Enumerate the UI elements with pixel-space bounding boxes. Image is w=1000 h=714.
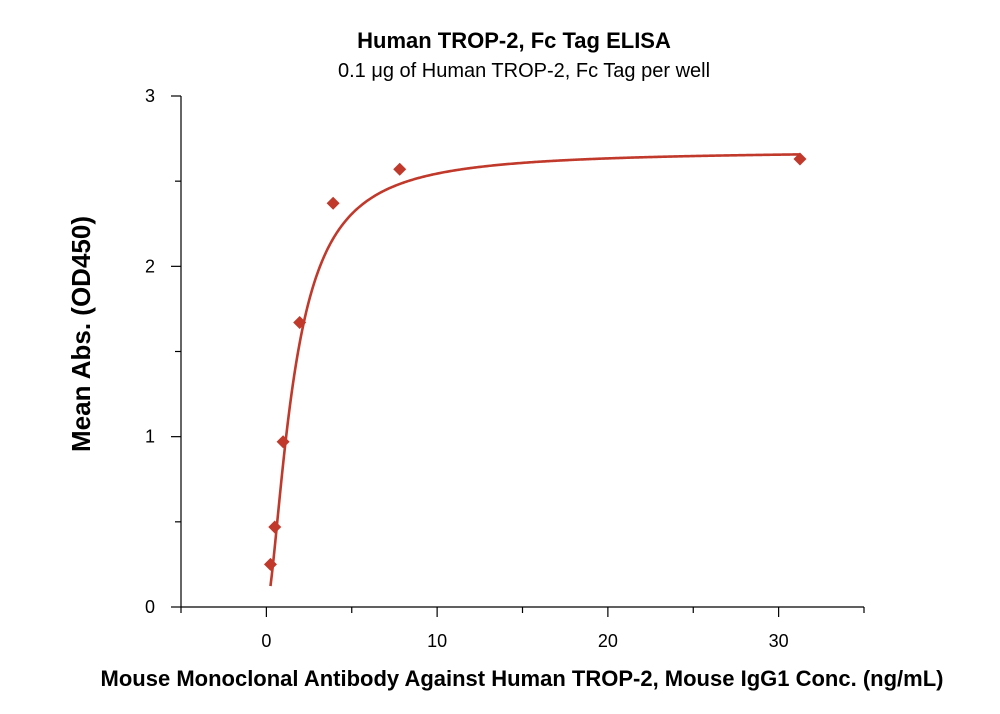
chart-subtitle: 0.1 μg of Human TROP-2, Fc Tag per well (338, 60, 710, 82)
data-point (393, 162, 407, 176)
data-point (326, 196, 340, 210)
y-tick-label: 1 (145, 427, 155, 447)
x-tick-label: 30 (769, 631, 789, 651)
y-axis-title: Mean Abs. (OD450) (66, 216, 96, 452)
data-point (793, 152, 807, 166)
data-point (263, 557, 277, 571)
data-point (268, 520, 282, 534)
data-points-layer (263, 152, 807, 571)
x-tick-label: 10 (427, 631, 447, 651)
x-axis-title: Mouse Monoclonal Antibody Against Human … (101, 666, 944, 691)
y-axis-ticks: 0 1 2 3 (145, 86, 181, 617)
fit-curve (269, 153, 800, 587)
y-tick-label: 3 (145, 86, 155, 106)
y-tick-label: 2 (145, 256, 155, 276)
data-point (276, 435, 290, 449)
x-tick-label: 20 (598, 631, 618, 651)
x-tick-label: 0 (261, 631, 271, 651)
fit-curve-layer (269, 153, 800, 587)
x-axis-ticks: 0 10 20 30 (180, 607, 865, 651)
axes (180, 96, 864, 608)
chart-title: Human TROP-2, Fc Tag ELISA (357, 28, 671, 53)
y-tick-label: 0 (145, 597, 155, 617)
data-point (293, 316, 307, 330)
